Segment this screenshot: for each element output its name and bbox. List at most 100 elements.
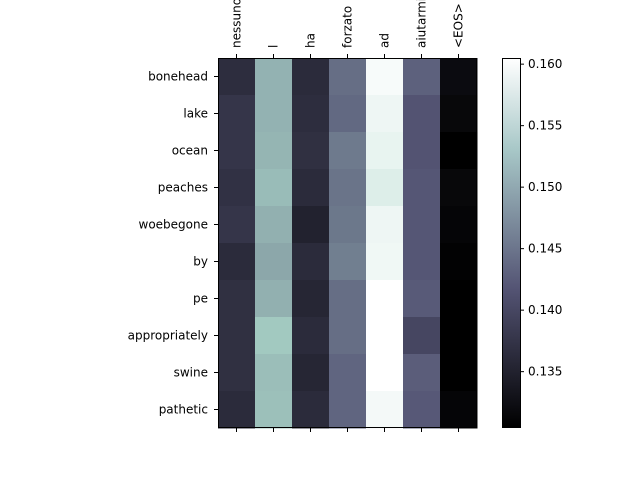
heatmap-cell [403, 206, 441, 244]
heatmap-cell [403, 317, 441, 355]
heatmap-cell [255, 95, 293, 133]
x-tick-label: ha [304, 33, 318, 48]
colorbar-tick-label: 0.160 [528, 57, 562, 71]
heatmap-frame [218, 58, 477, 428]
heatmap-cell [329, 317, 367, 355]
heatmap-cell [218, 95, 256, 133]
heatmap-cell [440, 58, 478, 96]
y-tick-label: pathetic [159, 403, 208, 417]
y-tick-label: peaches [158, 181, 208, 195]
heatmap-cell [440, 132, 478, 170]
colorbar-tick-label: 0.155 [528, 119, 562, 133]
heatmap-cell [329, 169, 367, 207]
heatmap-cell [255, 169, 293, 207]
heatmap-cell [366, 169, 404, 207]
y-tick-label: bonehead [148, 70, 208, 84]
heatmap-cell [292, 354, 330, 392]
heatmap-cell [366, 95, 404, 133]
x-tick-label: nessuno [230, 0, 244, 48]
heatmap-cell [329, 95, 367, 133]
colorbar-tick-label: 0.140 [528, 303, 562, 317]
heatmap-cell [440, 95, 478, 133]
x-tick-label: l [267, 45, 281, 48]
y-tick-label: appropriately [128, 329, 208, 343]
y-tick-label: by [193, 255, 208, 269]
heatmap-cell [366, 206, 404, 244]
heatmap-cell [218, 243, 256, 281]
y-tick-labels: bonehead lake ocean peaches woebegone by pe app… [128, 70, 218, 417]
heatmap-cell [255, 58, 293, 96]
heatmap-cell [440, 169, 478, 207]
heatmap-cell [366, 317, 404, 355]
heatmap-cell [329, 58, 367, 96]
heatmap-cell [218, 132, 256, 170]
heatmap-cell [366, 354, 404, 392]
heatmap-cell [366, 58, 404, 96]
colorbar-frame [502, 58, 521, 428]
heatmap-cell [292, 317, 330, 355]
colorbar-ticks: 0.135 0.140 0.145 0.150 0.155 0.160 [520, 57, 562, 379]
heatmap-cell [329, 354, 367, 392]
heatmap-cell [255, 317, 293, 355]
heatmap-cell [403, 95, 441, 133]
heatmap-cell [329, 280, 367, 318]
x-tick-label: forzato [341, 6, 355, 48]
heatmap-cell [403, 280, 441, 318]
heatmap-cell [218, 317, 256, 355]
heatmap-cell [366, 280, 404, 318]
heatmap-cell [440, 243, 478, 281]
heatmap-cell [403, 391, 441, 429]
heatmap-cell [440, 391, 478, 429]
x-tick-labels: nessuno l ha forzato ad aiutarmi <EOS> [230, 0, 466, 432]
x-tick-label: ad [378, 33, 392, 48]
heatmap-cell [218, 354, 256, 392]
heatmap-cell [255, 391, 293, 429]
x-tick-label: aiutarmi [415, 0, 429, 48]
heatmap-cell [440, 354, 478, 392]
x-tick-label: <EOS> [452, 3, 466, 48]
colorbar [502, 58, 520, 427]
heatmap-cell [292, 132, 330, 170]
heatmap-cell [255, 206, 293, 244]
colorbar-tick-label: 0.135 [528, 365, 562, 379]
y-tick-label: lake [183, 107, 208, 121]
heatmap-cell [218, 280, 256, 318]
heatmap-cell [366, 243, 404, 281]
heatmap-cells [218, 58, 478, 429]
heatmap-cell [292, 95, 330, 133]
heatmap-cell [329, 243, 367, 281]
y-tick-label: ocean [172, 144, 208, 158]
heatmap-cell [329, 206, 367, 244]
heatmap-cell [255, 280, 293, 318]
heatmap-cell [292, 169, 330, 207]
heatmap-cell [292, 391, 330, 429]
heatmap-cell [218, 169, 256, 207]
heatmap-cell [255, 354, 293, 392]
heatmap-cell [218, 391, 256, 429]
colorbar-tick-label: 0.150 [528, 180, 562, 194]
heatmap-cell [440, 280, 478, 318]
heatmap-cell [403, 58, 441, 96]
heatmap-cell [440, 206, 478, 244]
heatmap-cell [292, 280, 330, 318]
heatmap-cell [329, 391, 367, 429]
heatmap-cell [403, 132, 441, 170]
heatmap-cell [218, 58, 256, 96]
heatmap-cell [292, 206, 330, 244]
heatmap-cell [255, 243, 293, 281]
y-tick-label: pe [193, 292, 208, 306]
heatmap-cell [403, 243, 441, 281]
heatmap-cell [366, 391, 404, 429]
heatmap-cell [366, 132, 404, 170]
heatmap-cell [292, 58, 330, 96]
heatmap-cell [440, 317, 478, 355]
heatmap-cell [403, 169, 441, 207]
heatmap-cell [218, 206, 256, 244]
heatmap-cell [292, 243, 330, 281]
heatmap-cell [255, 132, 293, 170]
colorbar-tick-label: 0.145 [528, 242, 562, 256]
y-tick-label: woebegone [139, 218, 209, 232]
heatmap-cell [403, 354, 441, 392]
y-tick-label: swine [174, 366, 208, 380]
